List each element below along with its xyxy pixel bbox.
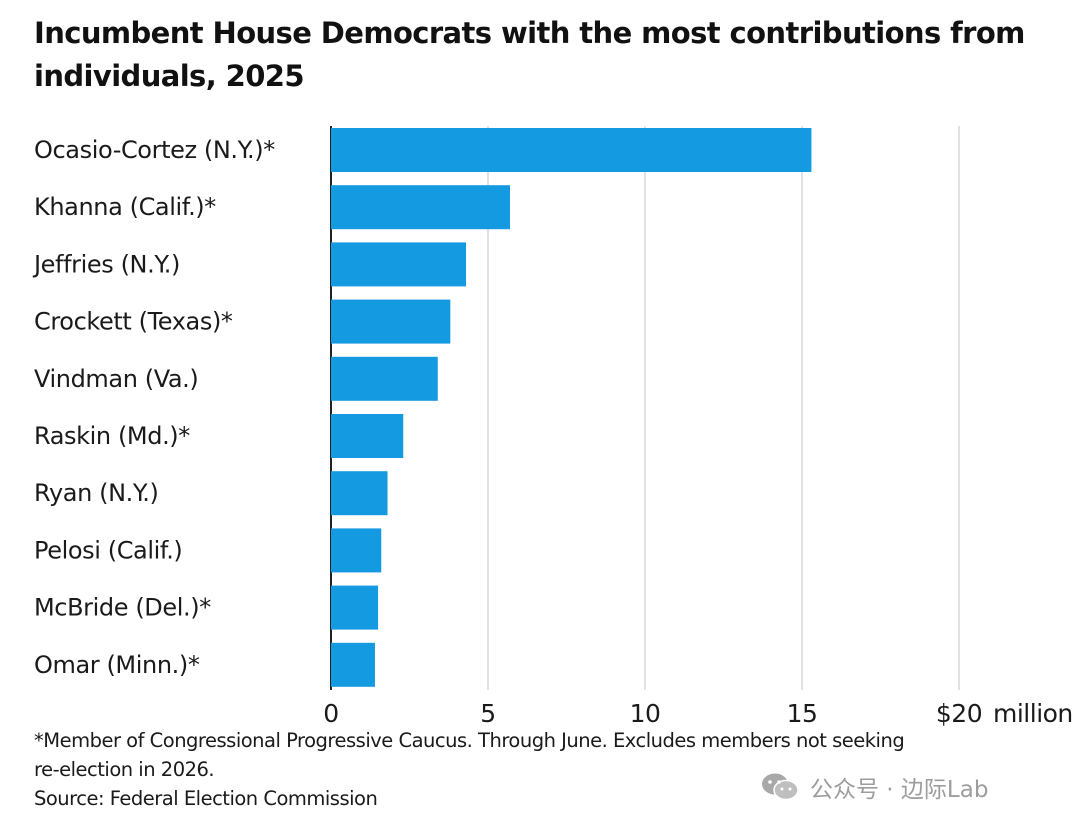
footnote-line-1: *Member of Congressional Progressive Cau…: [34, 729, 905, 752]
bar-0: [331, 128, 812, 172]
x-tick-label-0: 0: [323, 699, 338, 728]
x-tick-label-4: $20: [936, 699, 982, 728]
x-tick-label-2: 10: [630, 699, 661, 728]
category-label-0: Ocasio-Cortez (N.Y.)*: [34, 136, 275, 164]
bar-8: [331, 585, 379, 630]
x-tick-label-1: 5: [480, 699, 495, 728]
category-label-1: Khanna (Calif.)*: [34, 193, 216, 221]
category-label-8: McBride (Del.)*: [34, 594, 211, 622]
category-label-5: Raskin (Md.)*: [34, 422, 190, 450]
bars: [331, 128, 812, 687]
category-label-2: Jeffries (N.Y.): [32, 250, 180, 278]
bar-7: [331, 528, 382, 573]
x-axis-ticks: 0 5 10 15 $20 million: [323, 699, 1073, 728]
bar-6: [331, 471, 388, 516]
watermark: 公众号 · 边际Lab: [760, 770, 988, 804]
footnote: *Member of Congressional Progressive Cau…: [34, 726, 994, 813]
bar-3: [331, 299, 451, 344]
footnote-line-2: re-election in 2026.: [34, 758, 215, 781]
x-tick-label-3: 15: [787, 699, 818, 728]
bar-4: [331, 356, 438, 401]
watermark-text: 公众号 · 边际Lab: [810, 777, 989, 803]
category-label-4: Vindman (Va.): [34, 365, 198, 393]
x-unit-label: million: [993, 699, 1073, 728]
category-label-3: Crockett (Texas)*: [34, 308, 233, 336]
category-labels: Ocasio-Cortez (N.Y.)* Khanna (Calif.)* Jef…: [32, 136, 276, 679]
bar-1: [331, 185, 510, 230]
bar-chart: Ocasio-Cortez (N.Y.)* Khanna (Calif.)* Jef…: [32, 126, 1073, 728]
source-note: Source: Federal Election Commission: [34, 787, 378, 810]
category-label-6: Ryan (N.Y.): [34, 479, 158, 507]
category-label-9: Omar (Minn.)*: [34, 651, 200, 679]
bar-9: [331, 642, 375, 687]
bar-2: [331, 242, 467, 287]
category-label-7: Pelosi (Calif.): [34, 536, 182, 564]
chart-title: Incumbent House Democrats with the most …: [34, 16, 1025, 93]
bar-5: [331, 414, 404, 458]
wechat-icon: [762, 773, 799, 801]
